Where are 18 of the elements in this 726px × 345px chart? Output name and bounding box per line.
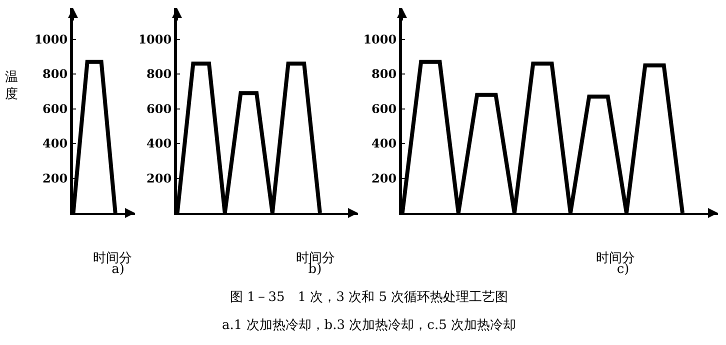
y-tick-label: 1000 [138,32,172,46]
caption: 图 1－35 1 次，3 次和 5 次循环热处理工艺图 [228,289,510,306]
y-tick-label: 200 [42,171,68,186]
y-tick-label: 400 [146,136,172,151]
y-tick-label: 800 [146,67,172,82]
y-tick-label: 1000 [363,32,397,46]
y-tick-label: 400 [372,136,397,151]
y-tick-label: 200 [372,171,397,186]
y-tick-label: 600 [372,102,397,116]
y-tick-label: 800 [42,67,68,82]
y-tick-label: 800 [372,67,397,82]
y-tick-label: 200 [146,171,172,186]
y-tick-label: 400 [42,136,68,151]
y-tick-label: 1000 [34,32,68,46]
text: a.1 次加热冷却，b.3 次加热冷却，c.5 次加热冷却 [221,317,517,334]
y-tick-label: 600 [146,102,172,116]
y-axis-title: 温度 [5,70,18,102]
y-tick-label: 600 [42,102,68,116]
